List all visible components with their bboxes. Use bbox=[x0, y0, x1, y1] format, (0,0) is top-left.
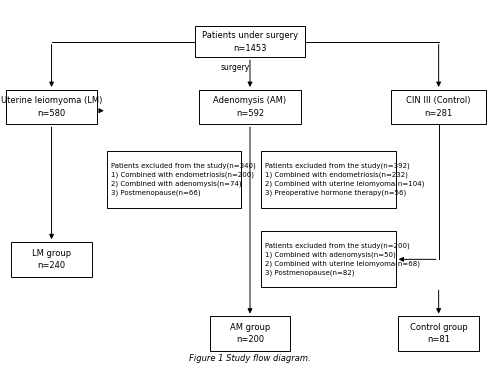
Text: Patients under surgery
n=1453: Patients under surgery n=1453 bbox=[202, 31, 298, 53]
Text: Adenomysis (AM)
n=592: Adenomysis (AM) n=592 bbox=[214, 96, 286, 118]
FancyBboxPatch shape bbox=[106, 151, 242, 208]
Text: AM group
n=200: AM group n=200 bbox=[230, 323, 270, 344]
Text: Uterine leiomyoma (LM)
n=580: Uterine leiomyoma (LM) n=580 bbox=[1, 96, 102, 118]
FancyBboxPatch shape bbox=[261, 151, 396, 208]
Text: CIN III (Control)
n=281: CIN III (Control) n=281 bbox=[406, 96, 471, 118]
Text: LM group
n=240: LM group n=240 bbox=[32, 249, 71, 270]
FancyBboxPatch shape bbox=[261, 231, 396, 287]
Text: Control group
n=81: Control group n=81 bbox=[410, 323, 468, 344]
Text: surgery: surgery bbox=[220, 63, 250, 72]
Text: Patients excluded from the study(n=200)
1) Combined with adenomysis(n=50)
2) Com: Patients excluded from the study(n=200) … bbox=[265, 243, 420, 276]
FancyBboxPatch shape bbox=[6, 90, 97, 124]
FancyBboxPatch shape bbox=[11, 242, 92, 276]
FancyBboxPatch shape bbox=[391, 90, 486, 124]
FancyBboxPatch shape bbox=[195, 26, 305, 57]
FancyBboxPatch shape bbox=[210, 316, 290, 351]
Text: Patients excluded from the study(n=340)
1) Combined with endometriosis(n=200)
2): Patients excluded from the study(n=340) … bbox=[110, 163, 256, 196]
FancyBboxPatch shape bbox=[398, 316, 479, 351]
FancyBboxPatch shape bbox=[198, 90, 302, 124]
Text: Patients excluded from the study(n=392)
1) Combined with endometriosis(n=232)
2): Patients excluded from the study(n=392) … bbox=[265, 163, 424, 196]
Text: Figure 1 Study flow diagram.: Figure 1 Study flow diagram. bbox=[189, 354, 311, 363]
